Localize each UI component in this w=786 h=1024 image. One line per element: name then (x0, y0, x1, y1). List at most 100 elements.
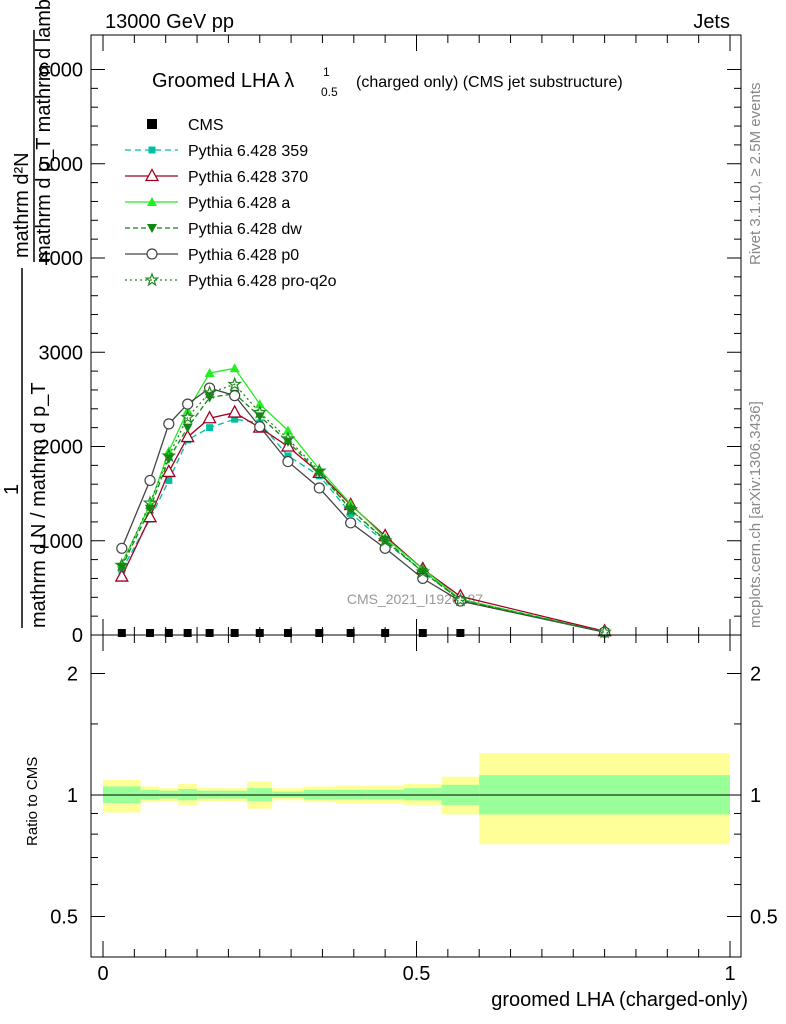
legend-label: Pythia 6.428 a (188, 195, 290, 212)
data-point (114, 568, 129, 582)
data-point (204, 367, 215, 377)
y-label-top2: mathrm d p_T mathrm d lambda (33, 0, 55, 262)
main-ytick-label: 4000 (39, 248, 84, 270)
main-ytick-label: 0 (72, 625, 83, 647)
ratio-xtick-label: 0 (97, 963, 108, 985)
data-point (252, 404, 268, 419)
data-point (202, 385, 217, 399)
y-label-one: 1 (1, 484, 23, 495)
data-point (229, 363, 240, 373)
ratio-y-label: Ratio to CMS (24, 757, 41, 846)
main-ytick-label: 2000 (39, 437, 84, 459)
legend: CMS Pythia 6.428 359 Pythia 6.428 370 Pythi… (125, 117, 337, 290)
ratio-stat-band (403, 788, 442, 801)
cms-data-point (255, 629, 264, 637)
ratio-xtick-label: 1 (724, 963, 735, 985)
data-point (284, 452, 292, 460)
ratio-ytick-label: 0.5 (50, 907, 78, 929)
data-point (229, 390, 241, 402)
data-point (345, 517, 357, 529)
legend-marker (147, 197, 157, 206)
data-point (254, 421, 266, 433)
header-left: 13000 GeV pp (105, 11, 234, 33)
cms-data-point (283, 629, 292, 637)
chart-title-sup: 1 (323, 65, 330, 79)
data-point (231, 415, 239, 423)
data-point (227, 376, 243, 391)
legend-label: CMS (188, 117, 224, 134)
data-point (415, 564, 431, 579)
series-line (121, 383, 605, 633)
data-point (313, 482, 325, 494)
mcplots-label: mcplots.cern.ch [arXiv:1306.3436] (747, 401, 764, 628)
data-point (377, 533, 393, 547)
ratio-y-axis: 0.5 0.5 1 1 2 2 (50, 664, 778, 929)
data-point (165, 476, 173, 484)
data-point (282, 455, 294, 468)
legend-label: Pythia 6.428 370 (188, 169, 308, 186)
cms-data-point (381, 629, 390, 637)
data-point (227, 404, 242, 418)
ratio-x-axis: 0 0.5 1 (97, 635, 736, 985)
data-point (180, 429, 195, 443)
legend-label: Pythia 6.428 dw (188, 221, 302, 238)
legend-marker (146, 248, 158, 260)
legend-label: Pythia 6.428 p0 (188, 247, 299, 264)
series-line (121, 418, 605, 633)
legend-label: Pythia 6.428 359 (188, 143, 308, 160)
data-point (116, 542, 128, 554)
series-layer (114, 363, 612, 639)
legend-marker (144, 168, 160, 182)
legend-marker (144, 272, 160, 287)
data-point (180, 409, 196, 424)
data-point (144, 474, 156, 487)
data-point (161, 448, 177, 463)
main-y-axis: 0 1000 2000 3000 4000 5000 6000 (39, 60, 741, 647)
cms-data-point (456, 629, 465, 637)
ratio-ytick-label-right: 1 (750, 785, 761, 807)
legend-marker (147, 224, 157, 233)
chart-subtitle: (charged only) (CMS jet substructure) (356, 74, 623, 91)
data-point (182, 423, 193, 433)
main-ytick-label: 1000 (39, 531, 84, 553)
y-label-top: mathrm d²N (11, 152, 33, 258)
ratio-ytick-label-right: 0.5 (750, 907, 778, 929)
chart-title: Groomed LHA λ (152, 70, 294, 92)
data-point (161, 464, 176, 478)
x-axis-label: groomed LHA (charged-only) (491, 989, 748, 1011)
series-line (121, 367, 605, 633)
data-point (202, 410, 217, 424)
data-point (254, 399, 265, 409)
ratio-ytick-label: 2 (67, 664, 78, 686)
cms-data-point (117, 629, 126, 637)
legend-label: Pythia 6.428 pro-q2o (188, 273, 337, 290)
y-label-bottom: mathrm d N / mathrm d p_T (28, 382, 50, 628)
rivet-label: Rivet 3.1.10, ≥ 2.5M events (747, 83, 764, 266)
ratio-bands (103, 753, 730, 845)
chart-title-sub: 0.5 (321, 85, 338, 99)
main-ytick-label: 3000 (39, 342, 84, 364)
data-point (206, 424, 214, 432)
cms-data-point (346, 629, 355, 637)
cms-data-point (164, 629, 173, 637)
legend-marker (148, 146, 156, 154)
legend-marker (147, 119, 157, 129)
cms-data-point (315, 629, 324, 637)
data-point (163, 418, 175, 430)
data-point (311, 463, 327, 478)
header-right: Jets (693, 11, 730, 33)
cms-data-point (418, 629, 427, 637)
data-point (343, 501, 359, 516)
data-point (453, 592, 468, 607)
data-point (182, 398, 194, 410)
cms-data-point (205, 629, 214, 637)
main-ytick-label: 6000 (39, 60, 84, 82)
cms-data-point (183, 629, 192, 637)
ratio-ytick-label: 1 (67, 785, 78, 807)
data-point (280, 431, 296, 446)
data-point (114, 557, 130, 572)
cms-data-point (230, 629, 239, 637)
data-point (282, 425, 293, 435)
ratio-xtick-label: 0.5 (403, 963, 431, 985)
